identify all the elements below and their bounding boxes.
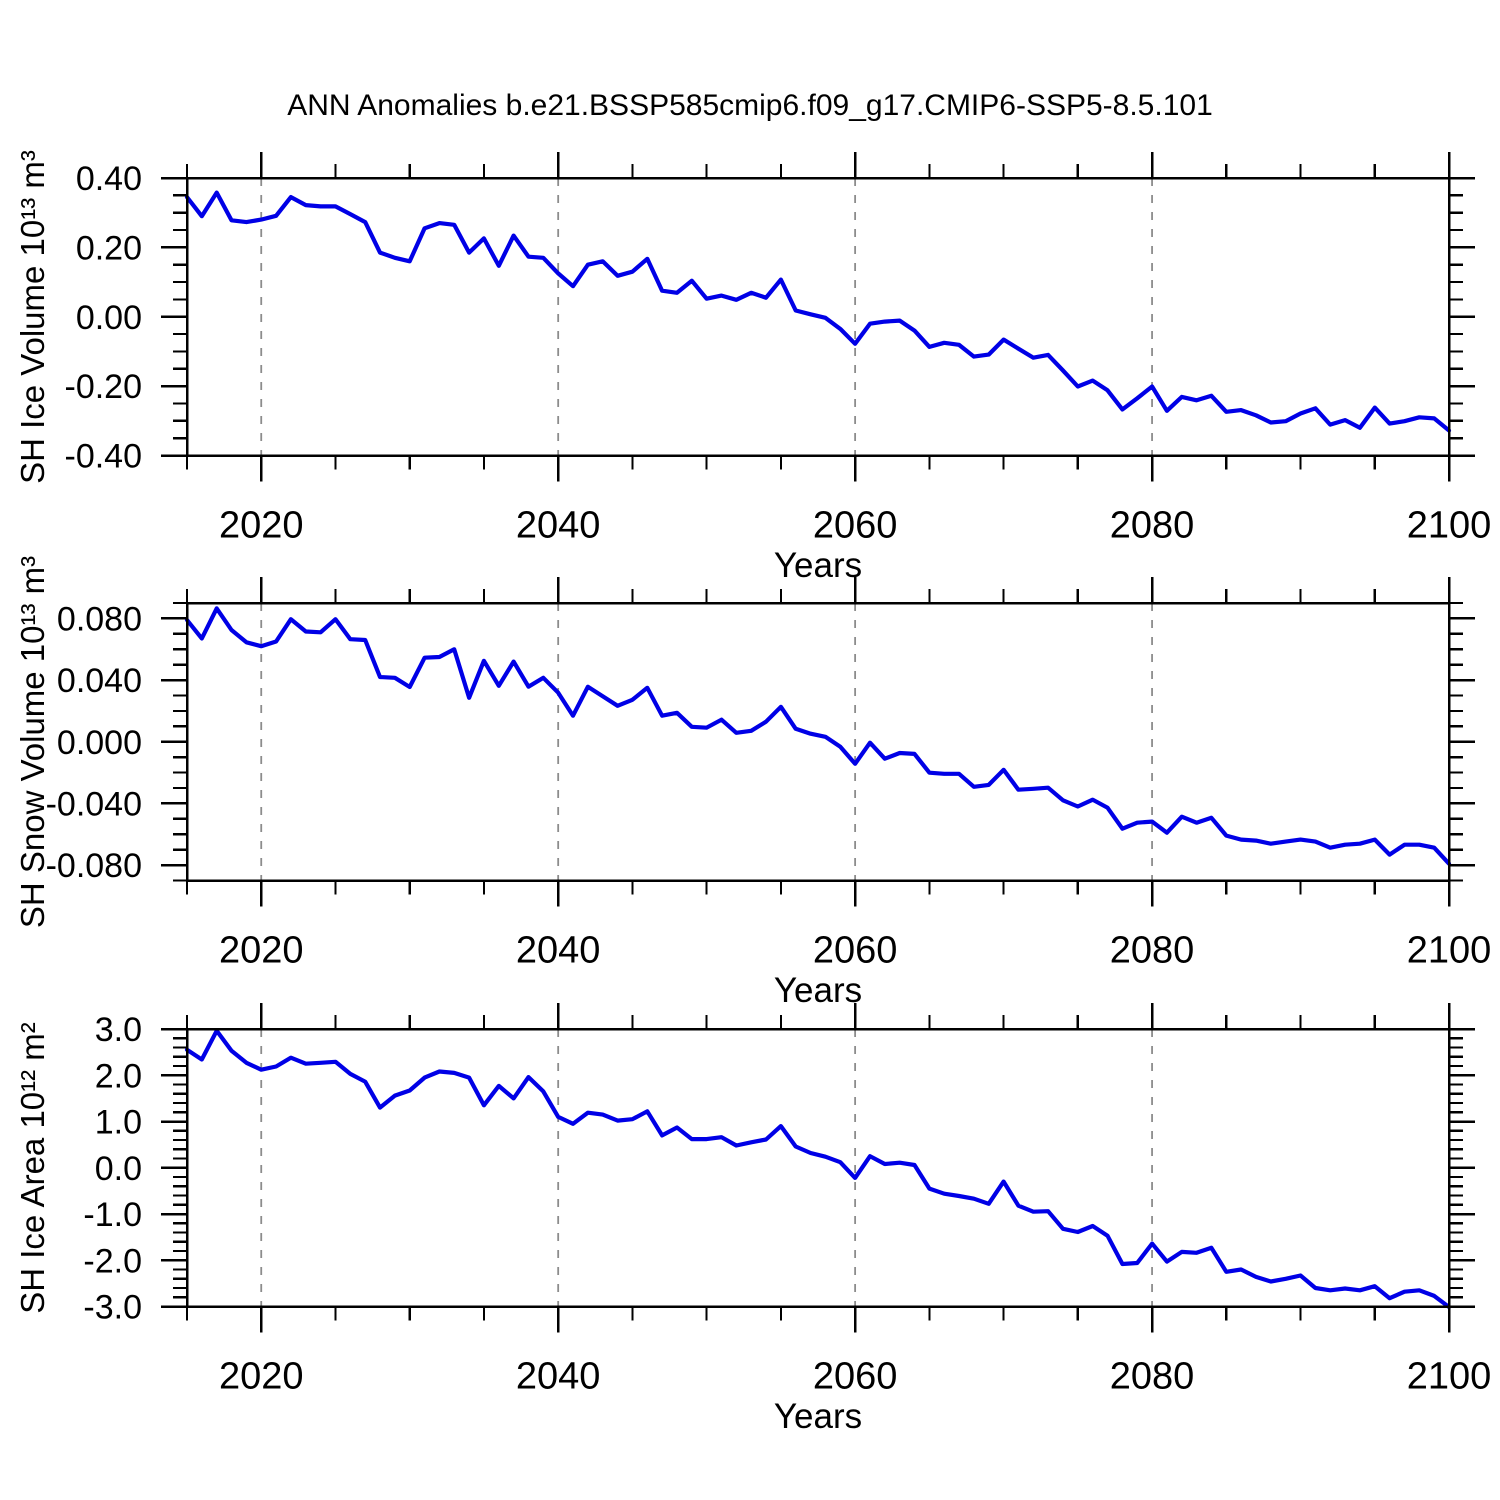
x-tick-label: 2020 [219, 930, 304, 972]
y-tick-label: 3.0 [95, 1011, 142, 1049]
axes-sh-ice-volume [161, 152, 1475, 482]
y-tick-label: 0.20 [76, 229, 142, 267]
xlabel-years-top: Years [773, 546, 863, 585]
series-sh-ice-volume [184, 190, 1452, 433]
y-tick-label: 0.0 [95, 1150, 142, 1188]
y-tick-label: 0.000 [57, 724, 142, 762]
series-sh-ice-area [184, 1028, 1452, 1310]
x-tick-label: 2080 [1110, 505, 1195, 547]
plot-sh-ice-area: 2020 2040 2060 2080 2100 3.0 2.0 1.0 0.0 -1.0 -2.0… [83, 1003, 1491, 1398]
y-tick-label: 0.00 [76, 299, 142, 337]
ylabel-sh-snow-volume: SH Snow Volume 10¹³ m³ [14, 555, 51, 929]
y-tick-label: -0.20 [65, 368, 143, 406]
y-tick-label: 0.040 [57, 662, 142, 700]
x-tick-label: 2020 [219, 1356, 304, 1398]
x-tick-label: 2080 [1110, 930, 1195, 972]
x-tick-label: 2040 [516, 930, 601, 972]
x-tick-label: 2060 [813, 505, 898, 547]
x-tick-label: 2040 [516, 1356, 601, 1398]
x-tick-label: 2040 [516, 505, 601, 547]
y-tick-label: -0.040 [46, 785, 142, 823]
ylabel-sh-ice-area: SH Ice Area 10¹² m² [14, 1022, 51, 1314]
x-tick-label: 2080 [1110, 1356, 1195, 1398]
x-tick-label: 2100 [1407, 930, 1492, 972]
plot-sh-ice-volume: 2020 2040 2060 2080 2100 0.40 0.20 0.00 -0.20 -0.… [65, 152, 1492, 547]
x-tick-label: 2020 [219, 505, 304, 547]
plot-frame [185, 1027, 1451, 1308]
y-tick-label: -2.0 [83, 1242, 142, 1280]
x-tick-label: 2100 [1407, 1356, 1492, 1398]
y-tick-label: -1.0 [83, 1196, 142, 1234]
x-tick-label: 2100 [1407, 505, 1492, 547]
y-tick-label: -0.080 [46, 847, 142, 885]
axes-sh-ice-area [161, 1003, 1475, 1333]
y-tick-label: -3.0 [83, 1289, 142, 1327]
x-tick-label: 2060 [813, 1356, 898, 1398]
plot-frame [185, 601, 1451, 882]
axes-sh-snow-volume [161, 577, 1475, 907]
series-sh-snow-volume [184, 606, 1452, 866]
y-tick-label: 1.0 [95, 1104, 142, 1142]
y-tick-label: 0.40 [76, 160, 142, 198]
xlabel-years-middle: Years [773, 971, 863, 1010]
y-tick-label: 2.0 [95, 1057, 142, 1095]
plot-sh-snow-volume: 2020 2040 2060 2080 2100 0.080 0.040 0.000 -0.04… [46, 577, 1492, 972]
y-tick-label: -0.40 [65, 438, 143, 476]
x-tick-label: 2060 [813, 930, 898, 972]
figure-title: ANN Anomalies b.e21.BSSP585cmip6.f09_g17… [287, 89, 1213, 122]
y-tick-label: 0.080 [57, 600, 142, 638]
xlabel-years-bottom: Years [773, 1397, 863, 1436]
